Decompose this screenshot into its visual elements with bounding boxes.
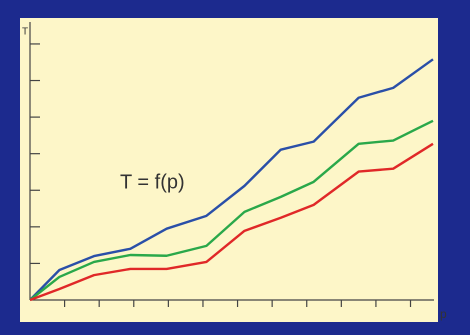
series-line xyxy=(29,142,434,302)
x-axis-label: p xyxy=(440,307,447,321)
series-line xyxy=(29,119,434,301)
y-axis-label: T xyxy=(22,27,28,38)
series-line xyxy=(29,58,434,301)
annotation: T = f(p) xyxy=(120,171,185,193)
